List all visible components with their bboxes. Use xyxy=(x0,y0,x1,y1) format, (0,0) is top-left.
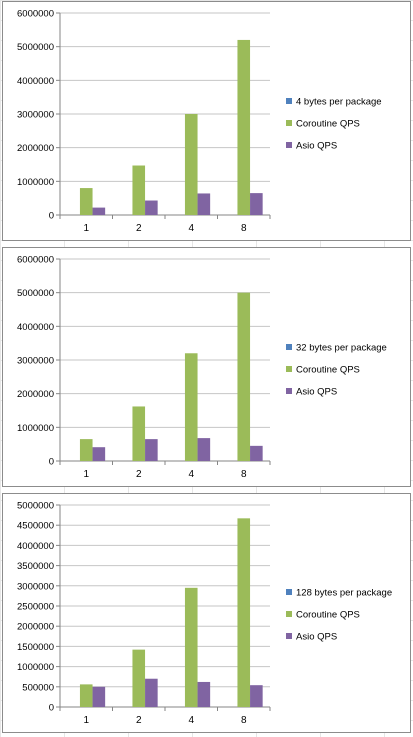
bar-coroutine-qps xyxy=(132,406,146,461)
y-tick-label: 2000000 xyxy=(17,143,54,154)
y-tick-label: 2000000 xyxy=(17,389,54,400)
y-tick-label: 1000000 xyxy=(17,423,54,434)
x-tick-label: 4 xyxy=(188,715,194,726)
legend-entry: 4 bytes per package xyxy=(296,97,382,108)
bar-coroutine-qps xyxy=(184,587,198,707)
y-tick-label: 4000000 xyxy=(17,541,54,552)
bar-asio-qps xyxy=(197,438,211,461)
legend-entry: 128 bytes per package xyxy=(296,588,392,599)
y-tick-label: 500000 xyxy=(22,682,54,693)
y-tick-label: 0 xyxy=(49,457,54,468)
x-tick-label: 8 xyxy=(241,715,247,726)
y-tick-label: 3500000 xyxy=(17,561,54,572)
legend-swatch xyxy=(286,142,292,148)
legend-entry: Coroutine QPS xyxy=(296,610,360,621)
legend-entry: 32 bytes per package xyxy=(296,343,387,354)
bar-coroutine-qps xyxy=(237,292,251,461)
bar-asio-qps xyxy=(250,685,263,707)
legend-swatch xyxy=(286,366,292,372)
bar-coroutine-qps xyxy=(184,114,198,215)
legend-swatch xyxy=(286,344,292,350)
y-tick-label: 4000000 xyxy=(17,76,54,87)
x-tick-label: 2 xyxy=(136,715,142,726)
legend-entry: Asio QPS xyxy=(296,141,337,152)
bar-coroutine-qps xyxy=(79,188,93,215)
y-tick-label: 3000000 xyxy=(17,356,54,367)
qps-chart-128-bytes[interactable]: 0 500000 1000000 1500000 2000000 2500000 30000… xyxy=(2,493,411,733)
legend-swatch xyxy=(286,589,292,595)
bar-coroutine-qps xyxy=(237,518,251,707)
legend-swatch xyxy=(286,611,292,617)
y-tick-label: 4500000 xyxy=(17,521,54,532)
x-tick-label: 1 xyxy=(83,469,89,480)
y-tick-label: 1500000 xyxy=(17,642,54,653)
chart-svg: 0 500000 1000000 1500000 2000000 2500000 30000… xyxy=(17,501,392,727)
y-tick-label: 6000000 xyxy=(17,9,54,20)
bar-coroutine-qps xyxy=(132,649,146,707)
bar-asio-qps xyxy=(92,447,106,461)
bar-asio-qps xyxy=(92,207,106,215)
y-tick-label: 1000000 xyxy=(17,662,54,673)
bar-asio-qps xyxy=(197,681,211,707)
y-tick-label: 5000000 xyxy=(17,501,54,512)
bar-coroutine-qps xyxy=(132,165,146,215)
x-tick-label: 8 xyxy=(241,223,247,234)
qps-chart-4-bytes[interactable]: 0 1000000 2000000 3000000 4000000 5000000 6000… xyxy=(2,1,411,241)
legend-swatch xyxy=(286,633,292,639)
bar-asio-qps xyxy=(145,200,158,215)
y-tick-label: 3000000 xyxy=(17,581,54,592)
x-tick-label: 2 xyxy=(136,223,142,234)
bar-coroutine-qps xyxy=(79,684,93,707)
y-tick-label: 3000000 xyxy=(17,110,54,121)
x-tick-label: 1 xyxy=(83,715,89,726)
bar-asio-qps xyxy=(197,193,211,215)
y-tick-label: 0 xyxy=(49,211,54,222)
chart-svg: 0 1000000 2000000 3000000 4000000 5000000 6000… xyxy=(17,255,387,481)
legend-swatch xyxy=(286,388,292,394)
y-tick-label: 2500000 xyxy=(17,602,54,613)
legend-entry: Asio QPS xyxy=(296,387,337,398)
bar-asio-qps xyxy=(145,678,158,707)
x-tick-label: 4 xyxy=(188,223,194,234)
bar-asio-qps xyxy=(250,445,263,461)
chart-svg: 0 1000000 2000000 3000000 4000000 5000000 6000… xyxy=(17,9,382,235)
qps-chart-32-bytes[interactable]: 0 1000000 2000000 3000000 4000000 5000000 6000… xyxy=(2,247,411,487)
y-tick-label: 5000000 xyxy=(17,42,54,53)
y-tick-label: 4000000 xyxy=(17,322,54,333)
y-tick-label: 0 xyxy=(49,703,54,714)
x-tick-label: 4 xyxy=(188,469,194,480)
bar-asio-qps xyxy=(250,193,263,215)
x-tick-label: 2 xyxy=(136,469,142,480)
bar-coroutine-qps xyxy=(237,39,251,215)
y-tick-label: 2000000 xyxy=(17,622,54,633)
legend-entry: Asio QPS xyxy=(296,632,337,643)
bar-asio-qps xyxy=(145,439,158,461)
legend-swatch xyxy=(286,98,292,104)
y-tick-label: 1000000 xyxy=(17,177,54,188)
bar-coroutine-qps xyxy=(79,439,93,461)
x-tick-label: 8 xyxy=(241,469,247,480)
y-tick-label: 6000000 xyxy=(17,255,54,266)
y-tick-label: 5000000 xyxy=(17,288,54,299)
bar-asio-qps xyxy=(92,686,106,707)
legend-entry: Coroutine QPS xyxy=(296,119,360,130)
legend-entry: Coroutine QPS xyxy=(296,365,360,376)
legend-swatch xyxy=(286,120,292,126)
x-tick-label: 1 xyxy=(83,223,89,234)
bar-coroutine-qps xyxy=(184,353,198,461)
